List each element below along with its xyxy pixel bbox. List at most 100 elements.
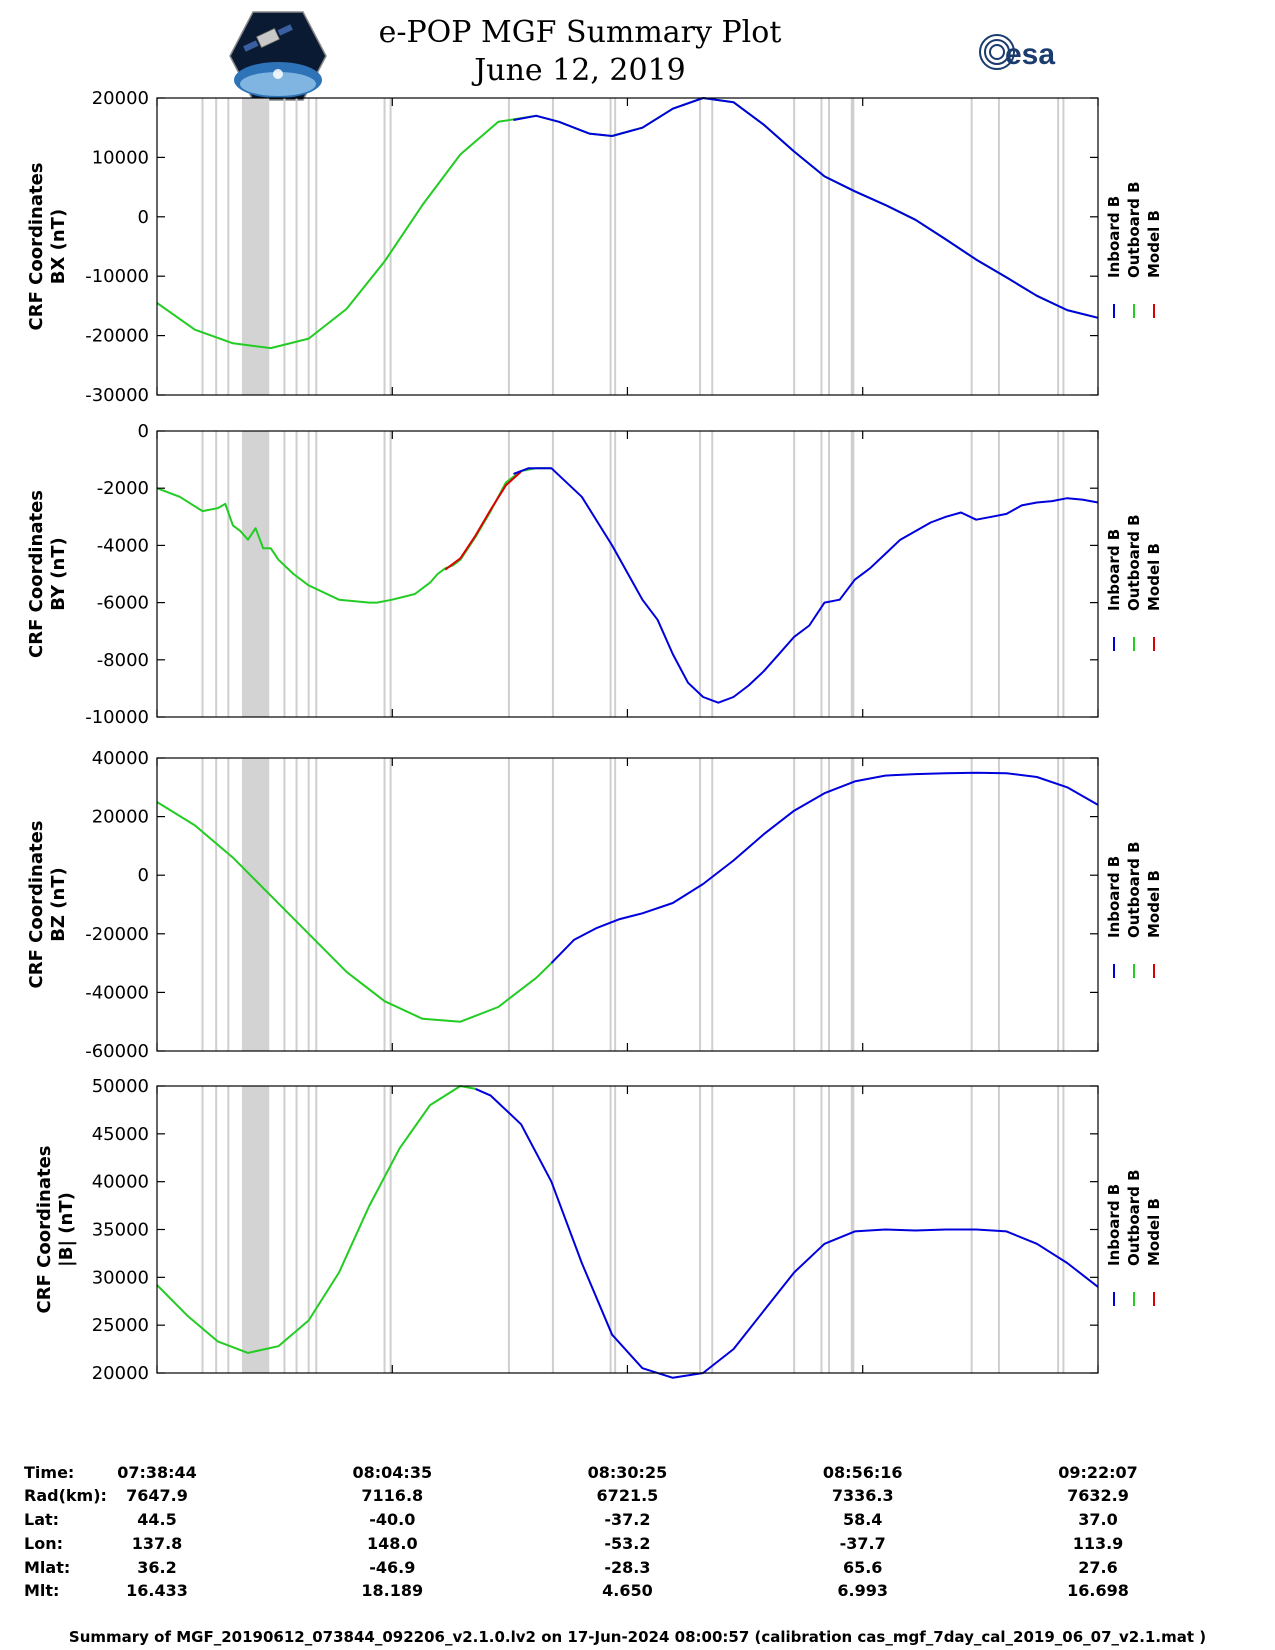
ephemeris-value: -53.2: [604, 1534, 651, 1553]
legend-label: Inboard B: [1105, 856, 1123, 938]
ephemeris-value: -40.0: [369, 1510, 416, 1529]
legend-label: Outboard B: [1125, 181, 1143, 278]
ephemeris-value: 27.6: [1078, 1558, 1118, 1577]
ephemeris-row: Lon: 137.8 148.0 -53.2 -37.7 113.9: [0, 1534, 1275, 1558]
legend-label: Outboard B: [1125, 514, 1143, 611]
ephemeris-value: 07:38:44: [117, 1463, 197, 1482]
legend: Inboard B Outboard B Model B: [1105, 1169, 1163, 1306]
ephemeris-value: 113.9: [1072, 1534, 1124, 1553]
y-tick-label: -20000: [85, 924, 149, 945]
y-tick-label: -40000: [85, 982, 149, 1003]
ephemeris-label: Mlat:: [24, 1558, 71, 1577]
series-outboard-b: [156, 97, 1099, 350]
y-tick-label: -6000: [97, 593, 149, 614]
ephemeris-row: Lat: 44.5 -40.0 -37.2 58.4 37.0: [0, 1510, 1275, 1534]
ephemeris-value: 44.5: [137, 1510, 177, 1529]
panel-4: 50000 45000 40000 35000 30000 25000 20000 CRF C…: [34, 1076, 1163, 1384]
plot-title-date: June 12, 2019: [474, 53, 686, 88]
ephemeris-value: 09:22:07: [1058, 1463, 1138, 1482]
series-inboard-b: [513, 467, 1099, 704]
ephemeris-value: 18.189: [361, 1581, 424, 1600]
esa-logo: esa: [975, 30, 1100, 80]
y-axis-label: CRF Coordinates: [26, 490, 47, 658]
y-tick-label: 0: [138, 207, 149, 228]
ephemeris-row: Time: 07:38:44 08:04:35 08:30:25 08:56:16 09:…: [0, 1463, 1275, 1487]
cassiope-mission-logo: [228, 10, 328, 102]
series-outboard-b: [156, 801, 553, 1023]
ephemeris-label: Mlt:: [24, 1581, 60, 1600]
panel-1: 20000 10000 0 -10000 -20000 -30000 CRF Coordin…: [26, 88, 1163, 406]
ephemeris-value: 7336.3: [831, 1486, 894, 1505]
legend-label: Inboard B: [1105, 1184, 1123, 1266]
ephemeris-value: 7647.9: [126, 1486, 188, 1505]
y-tick-label: -10000: [85, 266, 149, 287]
legend-label: Model B: [1145, 870, 1163, 938]
y-tick-label: 40000: [92, 748, 149, 769]
y-axis-label: CRF Coordinates: [26, 163, 47, 331]
ephemeris-value: 6.993: [837, 1581, 888, 1600]
panel-2: 0 -2000 -4000 -6000 -8000 -10000 CRF Coordinat…: [26, 421, 1163, 728]
plot-title: e-POP MGF Summary Plot June 12, 2019: [330, 14, 830, 90]
ephemeris-value: 16.698: [1067, 1581, 1129, 1600]
y-tick-label: 10000: [92, 147, 149, 168]
y-axis-label: BZ (nT): [48, 867, 69, 942]
y-axis-label: |B| (nT): [56, 1192, 77, 1267]
ephemeris-table: Time: 07:38:44 08:04:35 08:30:25 08:56:16 09:…: [0, 1463, 1275, 1633]
y-tick-label: 20000: [92, 807, 149, 828]
y-tick-label: -30000: [85, 385, 149, 406]
legend-label: Inboard B: [1105, 196, 1123, 278]
ephemeris-value: 08:30:25: [587, 1463, 668, 1482]
axes-frame: [156, 757, 1099, 1052]
y-tick-label: -10000: [85, 707, 149, 728]
y-tick-label: -4000: [97, 535, 149, 556]
legend: Inboard B Outboard B Model B: [1105, 181, 1163, 318]
y-tick-label: 40000: [92, 1172, 149, 1193]
data-gap-band: [241, 1086, 270, 1373]
legend: Inboard B Outboard B Model B: [1105, 514, 1163, 651]
ephemeris-label: Rad(km):: [24, 1486, 107, 1505]
panel-3: 40000 20000 0 -20000 -40000 -60000 CRF Coordin…: [26, 748, 1163, 1062]
ephemeris-label: Time:: [24, 1463, 75, 1482]
y-tick-label: -8000: [97, 650, 149, 671]
data-gap-band: [241, 98, 270, 395]
y-tick-label: 35000: [92, 1220, 149, 1241]
footer-caption: Summary of MGF_20190612_073844_092206_v2…: [68, 1628, 1207, 1646]
ephemeris-value: 137.8: [131, 1534, 183, 1553]
legend: Inboard B Outboard B Model B: [1105, 841, 1163, 978]
ephemeris-value: 6721.5: [596, 1486, 659, 1505]
y-axis-label: BX (nT): [48, 209, 69, 284]
y-axis-label: BY (nT): [48, 537, 69, 611]
ephemeris-value: 08:56:16: [822, 1463, 903, 1482]
y-tick-label: 20000: [92, 1363, 149, 1384]
ephemeris-value: 08:04:35: [352, 1463, 433, 1482]
y-tick-label: 30000: [92, 1267, 149, 1288]
ephemeris-value: 7632.9: [1067, 1486, 1129, 1505]
legend-label: Outboard B: [1125, 841, 1143, 938]
plot-title-line1: e-POP MGF Summary Plot: [378, 15, 782, 50]
ephemeris-value: 7116.8: [361, 1486, 424, 1505]
ephemeris-value: 37.0: [1078, 1510, 1118, 1529]
y-tick-label: 20000: [92, 88, 149, 109]
y-tick-label: 50000: [92, 1076, 149, 1097]
ephemeris-value: -46.9: [369, 1558, 416, 1577]
y-tick-label: -20000: [85, 326, 149, 347]
ephemeris-value: -37.2: [604, 1510, 651, 1529]
y-axis-label: CRF Coordinates: [34, 1146, 55, 1314]
ephemeris-row: Rad(km): 7647.9 7116.8 6721.5 7336.3 7632.9: [0, 1486, 1275, 1510]
series-outboard-b: [156, 1085, 476, 1354]
y-tick-label: 45000: [92, 1124, 149, 1145]
ephemeris-label: Lat:: [24, 1510, 60, 1529]
y-tick-label: 0: [138, 865, 149, 886]
ephemeris-value: -37.7: [839, 1534, 886, 1553]
legend-label: Model B: [1145, 1198, 1163, 1266]
y-tick-label: 0: [138, 421, 149, 442]
ephemeris-value: 4.650: [602, 1581, 653, 1600]
series-inboard-b: [513, 97, 1099, 319]
legend-label: Outboard B: [1125, 1169, 1143, 1266]
series-inboard-b: [475, 1087, 1099, 1379]
ephemeris-value: 65.6: [842, 1558, 883, 1577]
y-tick-label: -2000: [97, 478, 149, 499]
y-axis-label: CRF Coordinates: [26, 821, 47, 989]
ephemeris-row: Mlat: 36.2 -46.9 -28.3 65.6 27.6: [0, 1558, 1275, 1582]
